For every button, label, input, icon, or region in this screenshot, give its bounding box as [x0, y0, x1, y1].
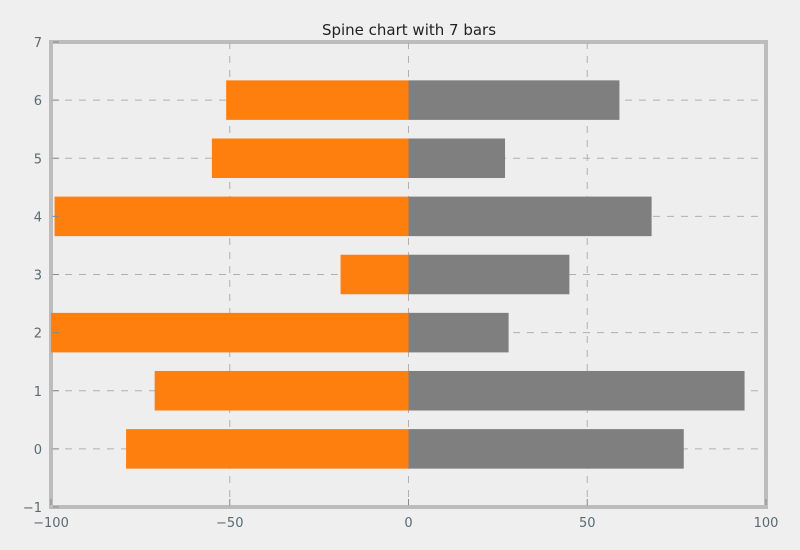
- bar-right-1: [408, 370, 745, 411]
- bar-left-1: [154, 370, 409, 411]
- y-tick-label-3: 2: [34, 327, 42, 342]
- chart-title: Spine chart with 7 bars: [322, 21, 496, 39]
- bar-left-4: [54, 196, 409, 237]
- bar-right-5: [408, 138, 506, 179]
- bar-right-6: [408, 80, 620, 120]
- x-tick-label-4: 100: [754, 516, 779, 531]
- y-tick-label-6: 5: [34, 152, 42, 167]
- bar-right-4: [408, 196, 652, 237]
- y-tick-label-1: 0: [34, 443, 42, 458]
- y-tick-label-0: −1: [23, 501, 42, 516]
- y-tick-label-8: 7: [34, 36, 42, 51]
- x-tick-label-3: 50: [579, 516, 596, 531]
- y-tick-label-7: 6: [34, 94, 42, 109]
- bar-right-3: [408, 254, 570, 295]
- x-tick-label-1: −50: [216, 516, 243, 531]
- y-tick-label-5: 4: [34, 210, 42, 225]
- bar-left-5: [211, 138, 409, 179]
- bar-left-3: [340, 254, 409, 295]
- x-tick-label-2: 0: [404, 516, 412, 531]
- bar-right-0: [408, 429, 684, 469]
- bar-left-2: [51, 312, 409, 353]
- x-axis: −100 −50 0 50 100: [33, 499, 778, 531]
- bar-left-0: [126, 429, 409, 469]
- bar-left-6: [226, 80, 409, 120]
- x-tick-label-0: −100: [33, 516, 69, 531]
- y-axis: −1 0 1 2 3 4 5 6 7: [23, 36, 59, 516]
- bars: [51, 80, 745, 469]
- y-tick-label-4: 3: [34, 269, 42, 284]
- y-tick-label-2: 1: [34, 385, 42, 400]
- bar-right-2: [408, 312, 509, 353]
